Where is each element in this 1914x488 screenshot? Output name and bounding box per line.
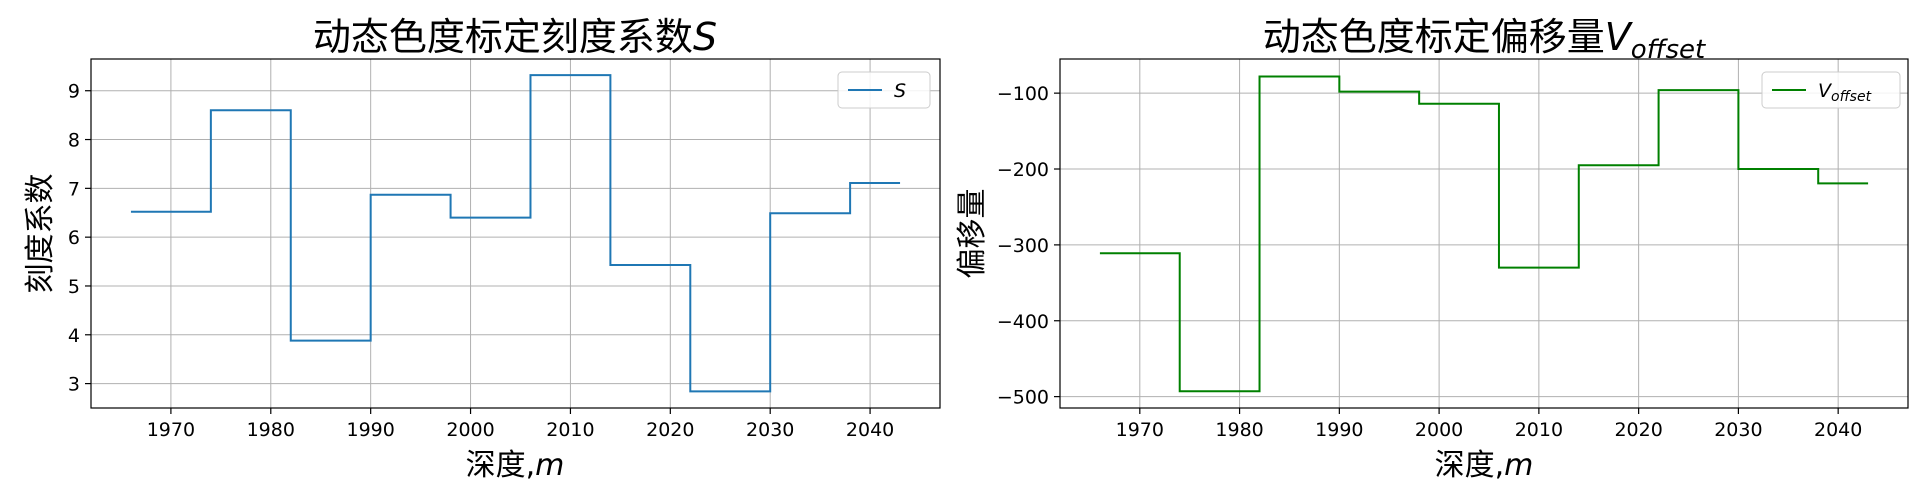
x-tick-label: 1980 [247, 419, 295, 441]
x-tick-label: 2020 [1614, 419, 1662, 441]
plot-frame [1059, 58, 1909, 409]
plot-frame [90, 58, 941, 409]
legend-label: S [894, 80, 906, 102]
x-tick-label: 2020 [646, 419, 694, 441]
legend: S [837, 71, 931, 109]
legend: Voffset [1761, 71, 1901, 109]
y-tick-label: 9 [68, 81, 80, 103]
y-tick-label: −300 [997, 235, 1049, 257]
chart-title: 动态色度标定偏移量Voffset [1263, 15, 1706, 65]
chart-title: 动态色度标定刻度系数S [313, 15, 717, 59]
series-line [130, 74, 901, 393]
y-tick-label: −500 [997, 387, 1049, 409]
x-tick-label: 2040 [846, 419, 894, 441]
chart-panel-1: 1970 1980 1990 2000 2010 2020 2030 2040 3 4 5 6 7 8 9 动… [23, 15, 941, 483]
x-tick-label: 2010 [546, 419, 594, 441]
x-tick-label: 2010 [1515, 419, 1563, 441]
y-tick-label: 5 [68, 276, 80, 298]
x-tick-label: 1970 [147, 419, 195, 441]
legend-box [1761, 71, 1901, 109]
y-tick-label: 4 [68, 325, 80, 347]
y-axis-label: 偏移量 [955, 189, 990, 279]
legend-box [837, 71, 931, 109]
x-tick-label: 1980 [1215, 419, 1263, 441]
legend-label: Voffset [1818, 80, 1872, 105]
y-tick-label: −400 [997, 311, 1049, 333]
series-line [1099, 75, 1869, 393]
y-tick-label: −200 [997, 159, 1049, 181]
x-tick-label: 2000 [446, 419, 494, 441]
x-tick-label: 2030 [1714, 419, 1762, 441]
y-tick-label: −100 [997, 83, 1049, 105]
y-tick-label: 3 [68, 374, 80, 396]
x-tick-label: 1990 [346, 419, 394, 441]
x-tick-label: 1990 [1315, 419, 1363, 441]
x-tick-label: 2030 [746, 419, 794, 441]
y-tick-label: 7 [68, 178, 80, 200]
x-axis-label: 深度,m [466, 448, 565, 483]
x-tick-label: 1970 [1116, 419, 1164, 441]
y-tick-label: 8 [68, 130, 80, 152]
x-axis-label: 深度,m [1435, 448, 1534, 483]
y-tick-label: 6 [68, 227, 80, 249]
x-tick-label: 2040 [1814, 419, 1862, 441]
chart-panel-2: 1970 1980 1990 2000 2010 2020 2030 2040 −500 −400… [955, 15, 1909, 483]
y-axis-label: 刻度系数 [23, 174, 58, 294]
x-tick-label: 2000 [1415, 419, 1463, 441]
